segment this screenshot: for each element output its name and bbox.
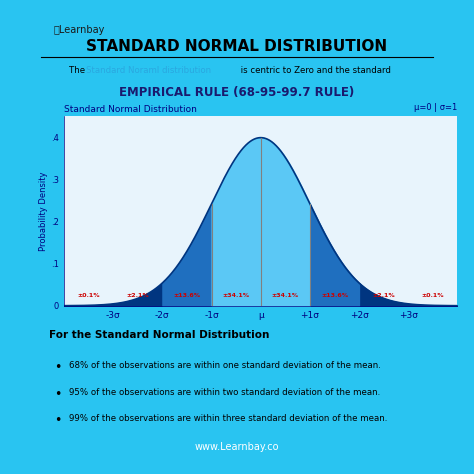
Text: Standard Noraml distribution: Standard Noraml distribution [86, 66, 211, 75]
Text: μ=0 | σ=1: μ=0 | σ=1 [414, 103, 457, 112]
FancyBboxPatch shape [137, 434, 337, 460]
Text: ±13.6%: ±13.6% [321, 293, 348, 298]
Text: 68% of the observations are within one standard deviation of the mean.: 68% of the observations are within one s… [69, 361, 381, 370]
Text: 99% of the observations are within three standard deviation of the mean.: 99% of the observations are within three… [69, 414, 387, 423]
Text: ±2.1%: ±2.1% [372, 293, 395, 298]
Text: is centric to Zero and the standard: is centric to Zero and the standard [238, 66, 391, 75]
Text: For the Standard Normal Distribution: For the Standard Normal Distribution [49, 330, 270, 340]
Text: ±34.1%: ±34.1% [223, 293, 250, 298]
Text: ±0.1%: ±0.1% [77, 293, 100, 298]
Text: deviation to the extent to which a measurement deviates from the mean.: deviation to the extent to which a measu… [78, 86, 396, 95]
Text: The: The [69, 66, 88, 75]
Text: •: • [54, 388, 61, 401]
Text: EMPIRICAL RULE (68-95-99.7 RULE): EMPIRICAL RULE (68-95-99.7 RULE) [119, 86, 355, 100]
Text: Standard Normal Distribution: Standard Normal Distribution [64, 105, 197, 114]
Text: ±13.6%: ±13.6% [173, 293, 201, 298]
Y-axis label: Probability Density: Probability Density [39, 171, 48, 251]
Text: STANDARD NORMAL DISTRIBUTION: STANDARD NORMAL DISTRIBUTION [86, 39, 388, 54]
FancyBboxPatch shape [36, 74, 438, 117]
Text: ±2.1%: ±2.1% [127, 293, 149, 298]
Text: •: • [54, 361, 61, 374]
Text: www.Learnbay.co: www.Learnbay.co [195, 442, 279, 452]
Text: •: • [54, 414, 61, 427]
Text: ±0.1%: ±0.1% [421, 293, 444, 298]
Text: 95% of the observations are within two standard deviation of the mean.: 95% of the observations are within two s… [69, 388, 380, 397]
Text: ±34.1%: ±34.1% [272, 293, 299, 298]
Text: 🔍Learnbay: 🔍Learnbay [54, 26, 105, 36]
